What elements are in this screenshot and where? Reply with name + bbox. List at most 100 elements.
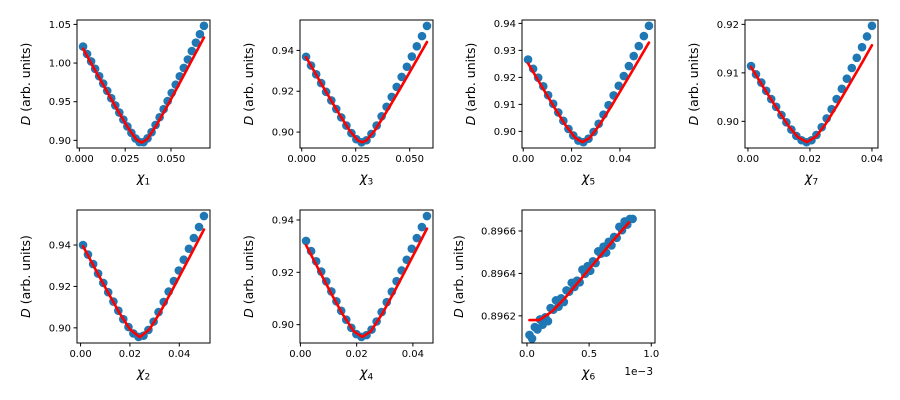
data-point (847, 63, 857, 73)
chi3-fit-line (304, 40, 429, 144)
y-tick-label: 0.92 (272, 268, 294, 279)
x-tick-label: 0.00 (737, 154, 759, 165)
x-tick-label: 0.000 (65, 154, 94, 165)
chi1-scatter-series (78, 21, 209, 147)
chi4-axes-box (299, 209, 434, 344)
data-point (78, 42, 88, 51)
subplot-chi2: 0.00 0.02 0.04 0.90 0.92 0.94 χ2 D(arb. units) (18, 209, 211, 383)
chi4-y-axis-label: D(arb. units) (241, 235, 256, 318)
chi7-fit-line (749, 43, 874, 144)
chi7-y-axis-label: D(arb. units) (686, 43, 701, 126)
x-tick-label: 0.0 (519, 349, 535, 360)
y-tick-label: 0.8962 (481, 311, 516, 322)
chi1-x-axis-label: χ1 (136, 171, 150, 188)
data-point (191, 38, 201, 47)
chi7-axes-box (744, 19, 879, 149)
data-point (644, 21, 654, 31)
y-tick-label: 0.90 (717, 117, 739, 128)
chi1-fit-line (81, 36, 206, 144)
y-tick-label: 0.94 (272, 46, 294, 57)
y-tick-label: 0.92 (49, 282, 71, 293)
chi6-axes-box (521, 209, 656, 344)
y-tick-label: 0.94 (272, 215, 294, 226)
chi7-x-axis-label: χ7 (804, 171, 818, 188)
y-tick-label: 0.90 (49, 136, 71, 147)
data-point (857, 42, 867, 52)
y-tick-label: 0.94 (49, 241, 71, 252)
data-point (199, 21, 209, 31)
data-point (523, 55, 533, 64)
y-tick-label: 0.93 (494, 46, 516, 57)
data-point (417, 222, 427, 232)
data-point (624, 61, 634, 71)
x-tick-label: 0.5 (581, 349, 597, 360)
x-tick-label: 1.0 (643, 349, 659, 360)
chi2-y-axis-label: D(arb. units) (18, 235, 33, 318)
x-tick-label: 0.04 (402, 349, 424, 360)
y-tick-label: 0.91 (494, 100, 516, 111)
subplot-chi5: 0.00 0.02 0.04 0.90 0.91 0.92 0.93 0.94 χ5 D(arb.… (463, 19, 656, 188)
data-point (184, 244, 194, 254)
data-point (867, 21, 877, 31)
y-tick-label: 0.92 (272, 87, 294, 98)
x-tick-label: 0.04 (609, 154, 631, 165)
data-point (639, 31, 649, 41)
x-tick-label: 0.04 (168, 349, 190, 360)
data-point (628, 214, 637, 224)
y-tick-label: 0.95 (49, 97, 71, 108)
data-point (862, 32, 872, 41)
x-tick-label: 0.025 (111, 154, 140, 165)
x-tick-label: 0.00 (512, 154, 534, 165)
data-point (301, 236, 311, 246)
data-point (842, 74, 852, 83)
data-point (412, 233, 422, 243)
y-tick-label: 0.92 (494, 73, 516, 84)
chi3-y-axis-label: D(arb. units) (241, 43, 256, 126)
y-tick-label: 0.8966 (481, 227, 516, 238)
data-point (187, 46, 197, 56)
data-point (543, 316, 553, 326)
y-tick-label: 0.8964 (481, 269, 516, 280)
chi6-y-axis-label: D(arb. units) (451, 235, 466, 318)
chi2-fit-line (81, 228, 206, 339)
subplot-chi4: 0.00 0.02 0.04 0.90 0.92 0.94 χ4 D(arb. units) (241, 209, 434, 383)
subplot-chi6: 0.0 0.5 1.0 0.8962 0.8964 0.8966 χ6 1e−3 D(arb. … (451, 209, 659, 383)
subplot-chi3: 0.000 0.025 0.050 0.90 0.92 0.94 χ3 D(arb. unit… (241, 19, 434, 188)
chi5-axes-box (521, 19, 656, 149)
chi7-scatter-series (746, 21, 877, 147)
y-tick-label: 0.90 (49, 323, 71, 334)
x-tick-label: 0.025 (341, 154, 370, 165)
chi3-x-axis-label: χ3 (359, 171, 373, 188)
y-tick-label: 1.05 (49, 20, 71, 31)
x-tick-label: 0.02 (560, 154, 582, 165)
x-tick-label: 0.050 (157, 154, 186, 165)
y-tick-label: 1.00 (49, 59, 71, 70)
y-tick-label: 0.90 (494, 127, 516, 138)
chi5-y-axis-label: D(arb. units) (463, 43, 478, 126)
y-tick-label: 0.90 (272, 320, 294, 331)
data-point (195, 29, 205, 39)
data-point (422, 21, 432, 31)
x-tick-label: 0.00 (289, 349, 311, 360)
data-point (199, 211, 209, 221)
x-tick-label: 0.02 (799, 154, 821, 165)
x-tick-label: 0.000 (287, 154, 316, 165)
chi6-x-offset-text: 1e−3 (624, 366, 653, 378)
data-point (837, 84, 847, 94)
data-point (619, 71, 629, 81)
chi4-fit-line (304, 227, 429, 339)
chi2-x-axis-label: χ2 (136, 366, 150, 383)
data-point (527, 334, 537, 343)
chi1-axes-box (76, 19, 211, 149)
subplot-chi7: 0.00 0.02 0.04 0.90 0.91 0.92 χ7 D(arb. units) (686, 19, 883, 188)
data-point (407, 244, 417, 254)
chi3-axes-box (299, 19, 434, 149)
y-tick-label: 0.94 (494, 19, 516, 30)
data-point (852, 53, 862, 63)
data-point (629, 51, 639, 61)
data-point (189, 233, 199, 243)
y-tick-label: 0.92 (717, 20, 739, 31)
y-tick-label: 0.91 (717, 68, 739, 79)
